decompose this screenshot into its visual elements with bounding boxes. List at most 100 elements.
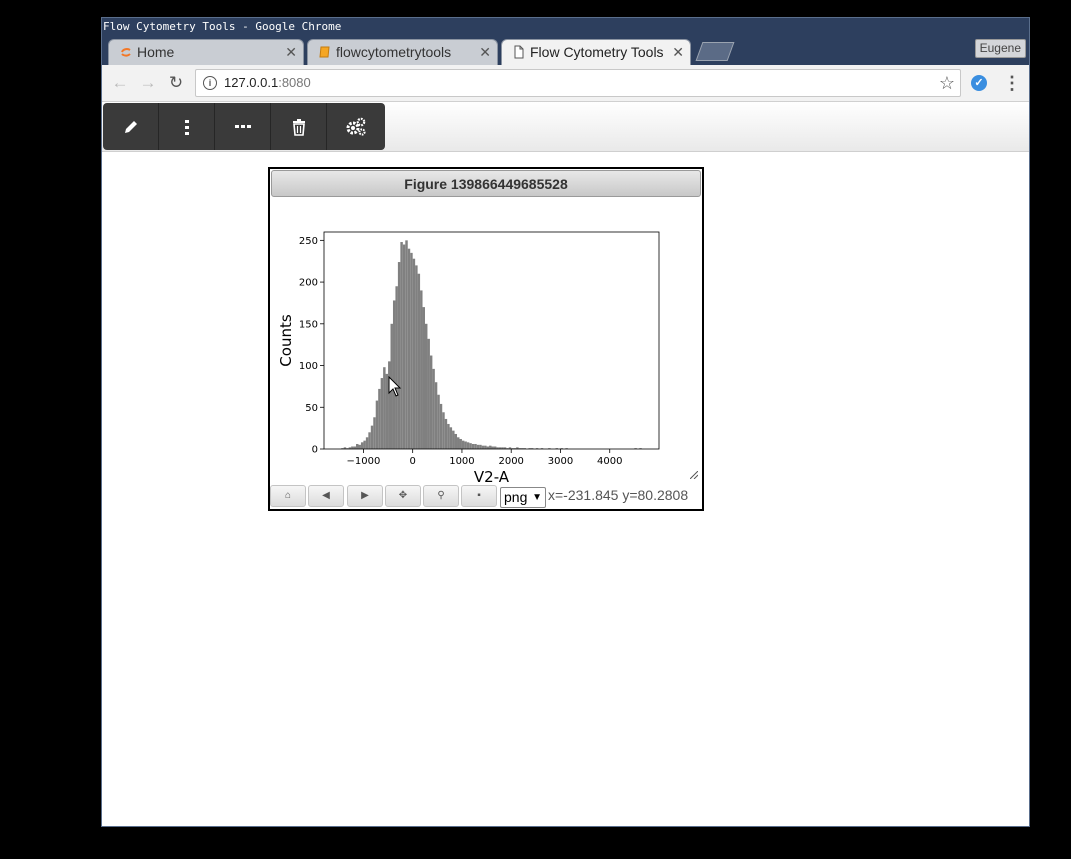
horizontal-tool-button[interactable]	[215, 103, 271, 150]
mouse-cursor-icon	[388, 376, 402, 397]
y-tick-label: 100	[299, 361, 318, 372]
horizontal-dots-icon	[234, 124, 251, 128]
histogram-bar	[405, 240, 408, 449]
histogram-bar	[466, 442, 470, 449]
histogram-chart[interactable]: −1000 0 1000 2000 3000 4000 0 50 100 150 200 250 V2-…	[270, 197, 702, 483]
y-tick-label: 0	[312, 445, 318, 456]
histogram-bar	[353, 446, 357, 449]
gears-icon	[346, 117, 366, 136]
histogram-bar	[459, 438, 462, 449]
histogram-bar	[415, 265, 418, 449]
histogram-bar	[402, 244, 406, 449]
close-icon[interactable]: ✕	[285, 44, 297, 60]
zoom-icon[interactable]: ⚲	[423, 485, 459, 507]
histogram-bar	[511, 448, 514, 449]
histogram-bar	[429, 355, 433, 449]
resize-grip-icon[interactable]	[690, 471, 698, 479]
x-tick-label: 4000	[597, 456, 622, 467]
histogram-bar	[410, 252, 413, 449]
page-content: Figure 139866449685528 −1000 0 1000 2000 300…	[102, 102, 1029, 826]
forward-arrow-icon[interactable]: →	[139, 73, 157, 92]
histogram-bar	[348, 447, 352, 449]
vertical-tool-button[interactable]	[159, 103, 215, 150]
histogram-bar	[521, 448, 524, 449]
delete-tool-button[interactable]	[271, 103, 327, 150]
histogram-bar	[464, 441, 467, 449]
tab-label: Flow Cytometry Tools	[530, 44, 664, 60]
close-icon[interactable]: ✕	[479, 44, 491, 60]
x-tick-label: −1000	[346, 456, 380, 467]
histogram-bar	[528, 448, 531, 449]
app-header	[102, 102, 1029, 152]
histogram-bar	[346, 448, 349, 449]
histogram-bar	[491, 446, 494, 449]
browser-toolbar: ← → ↻ i 127.0.0.1:8080 ☆ ✓ ⋮	[102, 65, 1029, 102]
url-text[interactable]: 127.0.0.1:8080	[224, 70, 311, 96]
back-icon[interactable]: ◀	[308, 485, 344, 507]
x-tick-label: 2000	[498, 456, 523, 467]
histogram-bar	[360, 442, 364, 449]
format-value: png	[504, 489, 528, 505]
new-tab-button[interactable]	[695, 42, 735, 61]
histogram-bar	[437, 394, 440, 449]
settings-tool-button[interactable]	[327, 103, 385, 150]
format-select[interactable]: png ▼	[500, 487, 546, 508]
histogram-bar	[343, 447, 347, 449]
window-title: Flow Cytometry Tools - Google Chrome	[102, 18, 1029, 35]
pan-icon[interactable]: ✥	[385, 485, 421, 507]
histogram-bar	[540, 448, 544, 449]
histogram-bar	[486, 446, 490, 449]
tab-label: Home	[137, 44, 175, 60]
histogram-bar	[565, 448, 568, 449]
address-bar[interactable]: i 127.0.0.1:8080 ☆	[195, 69, 961, 97]
back-arrow-icon[interactable]: ←	[111, 73, 129, 92]
histogram-bar	[548, 448, 551, 449]
home-icon[interactable]: ⌂	[270, 485, 306, 507]
close-icon[interactable]: ✕	[672, 44, 684, 60]
forward-icon[interactable]: ▶	[347, 485, 383, 507]
histogram-bar	[422, 307, 425, 449]
histogram-bar	[407, 248, 411, 449]
histogram-bar	[481, 445, 485, 449]
histogram-bar	[474, 443, 477, 449]
profile-button[interactable]: Eugene	[974, 39, 1026, 58]
histogram-bar	[447, 423, 450, 449]
histogram-bar	[424, 323, 428, 449]
histogram-bar	[375, 400, 379, 449]
histogram-bar	[518, 448, 522, 449]
histogram-bar	[380, 378, 384, 449]
histogram-bar	[516, 447, 519, 449]
histogram-bar	[420, 290, 423, 449]
reload-icon[interactable]: ↻	[168, 73, 184, 92]
histogram-bar	[388, 361, 391, 449]
vertical-dots-icon	[184, 119, 189, 135]
extension-icon[interactable]: ✓	[971, 75, 987, 91]
save-icon[interactable]: ▪	[461, 485, 497, 507]
histogram-bar	[489, 445, 492, 449]
histogram-bar	[471, 443, 475, 449]
histogram-bar	[530, 448, 534, 449]
tab-flow-cytometry-tools[interactable]: Flow Cytometry Tools ✕	[501, 39, 691, 65]
histogram-bar	[634, 448, 637, 449]
histogram-bar	[476, 444, 480, 449]
pencil-icon	[124, 120, 137, 133]
tab-home[interactable]: Home ✕	[108, 39, 304, 65]
histogram-bar	[392, 300, 396, 449]
tab-notebook[interactable]: flowcytometrytools ✕	[307, 39, 498, 65]
app-toolbar	[103, 103, 385, 150]
histogram-bar	[452, 430, 455, 449]
histogram-bar	[427, 338, 430, 449]
url-port: :8080	[278, 75, 311, 90]
bookmark-star-icon[interactable]: ☆	[938, 73, 955, 93]
x-axis-label: V2-A	[474, 468, 510, 483]
info-icon[interactable]: i	[203, 76, 217, 90]
histogram-bar	[373, 417, 376, 449]
histogram-bar	[503, 447, 507, 449]
chrome-menu-icon[interactable]: ⋮	[1003, 73, 1021, 93]
histogram-bar	[449, 427, 453, 449]
histogram-bar	[439, 403, 443, 449]
histogram-bar	[370, 425, 374, 449]
edit-tool-button[interactable]	[103, 103, 159, 150]
histogram-bar	[484, 445, 487, 449]
y-tick-label: 200	[299, 278, 318, 289]
